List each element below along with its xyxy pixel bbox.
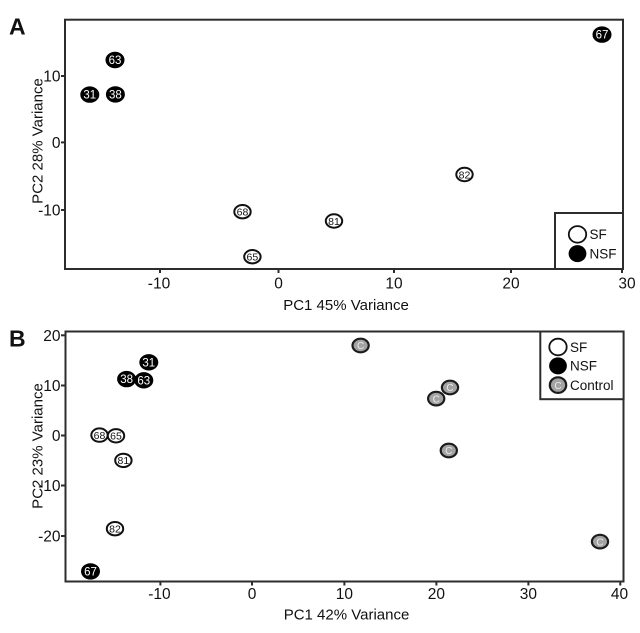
svg-text:C: C	[433, 394, 440, 405]
svg-text:0: 0	[248, 586, 257, 603]
svg-text:0: 0	[52, 428, 61, 445]
svg-text:PC2 28% Variance: PC2 28% Variance	[30, 78, 47, 204]
svg-text:C: C	[445, 446, 452, 457]
svg-text:0: 0	[274, 276, 283, 293]
svg-text:63: 63	[109, 55, 122, 67]
svg-text:-10: -10	[38, 478, 61, 495]
svg-text:81: 81	[118, 455, 130, 467]
svg-text:A: A	[9, 14, 26, 40]
svg-text:20: 20	[502, 276, 520, 293]
svg-text:SF: SF	[590, 227, 607, 242]
svg-text:10: 10	[43, 378, 61, 395]
svg-text:-10: -10	[148, 586, 171, 603]
svg-text:C: C	[357, 341, 364, 352]
svg-text:63: 63	[137, 375, 150, 387]
svg-text:B: B	[9, 326, 26, 352]
svg-text:82: 82	[109, 524, 121, 536]
svg-text:30: 30	[618, 276, 636, 293]
svg-text:67: 67	[84, 566, 97, 578]
svg-text:C: C	[596, 537, 603, 548]
svg-text:-10: -10	[148, 276, 171, 293]
svg-text:20: 20	[43, 328, 61, 345]
svg-text:38: 38	[109, 89, 122, 101]
svg-text:C: C	[554, 381, 561, 392]
svg-text:40: 40	[611, 586, 629, 603]
svg-text:10: 10	[385, 276, 403, 293]
svg-text:NSF: NSF	[590, 246, 617, 261]
svg-text:20: 20	[428, 586, 446, 603]
svg-text:31: 31	[83, 90, 96, 102]
svg-text:65: 65	[110, 431, 122, 443]
svg-text:10: 10	[336, 586, 354, 603]
svg-text:67: 67	[596, 30, 609, 42]
svg-text:NSF: NSF	[570, 359, 597, 374]
svg-text:-20: -20	[38, 529, 61, 546]
svg-text:PC1 45% Variance: PC1 45% Variance	[283, 297, 409, 314]
svg-text:0: 0	[52, 135, 61, 152]
svg-text:C: C	[446, 383, 453, 394]
svg-text:-10: -10	[38, 203, 61, 220]
svg-text:38: 38	[120, 374, 133, 386]
svg-text:PC1 42% Variance: PC1 42% Variance	[284, 607, 410, 624]
svg-text:SF: SF	[570, 340, 587, 355]
svg-text:Control: Control	[570, 378, 614, 393]
svg-text:81: 81	[328, 216, 340, 228]
svg-text:10: 10	[43, 69, 61, 86]
svg-text:31: 31	[142, 357, 155, 369]
svg-text:82: 82	[459, 169, 471, 181]
svg-text:68: 68	[94, 430, 106, 442]
svg-text:30: 30	[520, 586, 538, 603]
svg-text:68: 68	[237, 207, 249, 219]
svg-text:PC2 23% Variance: PC2 23% Variance	[30, 383, 47, 509]
svg-text:65: 65	[247, 252, 259, 264]
